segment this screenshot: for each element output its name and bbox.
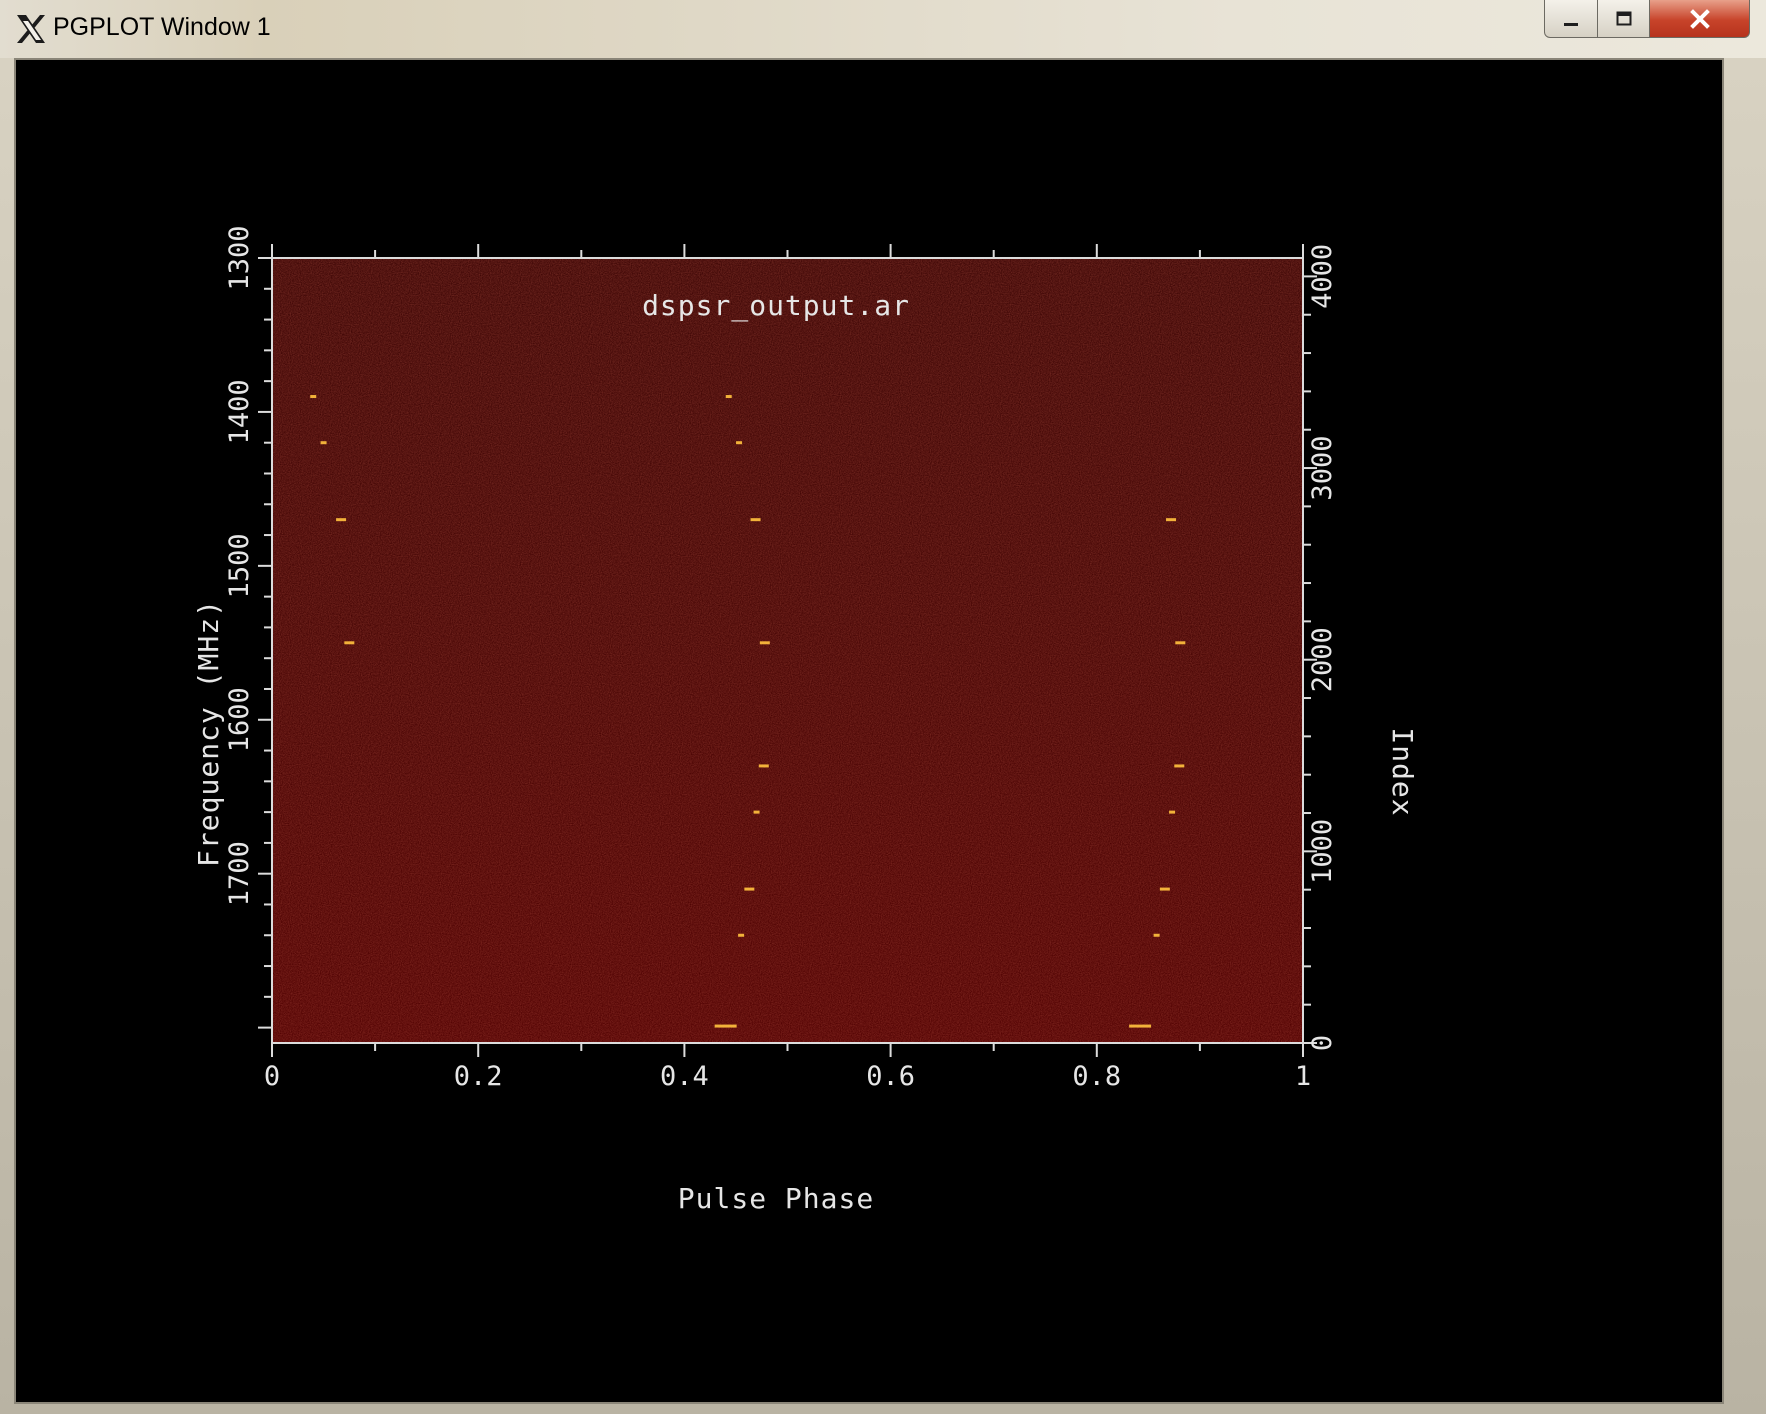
minimize-icon	[1564, 22, 1578, 26]
y-tick-label: 1500	[224, 533, 255, 598]
pulse-mark-3-2	[1175, 641, 1186, 645]
pulse-mark-7-0	[738, 933, 745, 937]
window-title: PGPLOT Window 1	[53, 13, 271, 41]
pulse-mark-6-0	[744, 887, 755, 891]
maximize-button[interactable]	[1598, 0, 1650, 38]
close-button[interactable]	[1650, 0, 1750, 38]
title-bar[interactable]: PGPLOT Window 1	[0, 0, 1766, 58]
close-icon	[1689, 8, 1710, 29]
y2-tick-label: 0	[1307, 1035, 1338, 1051]
pulse-mark-7-1	[1153, 933, 1160, 937]
pulse-mark-3-0	[344, 641, 355, 645]
x-tick-label: 1	[1295, 1061, 1311, 1092]
y2-tick-label: 2000	[1307, 627, 1338, 692]
plot-canvas[interactable]: 0 0.2 0.4 0.6 0.8 1 1300 1400 1500 1600 1700 0 1000 2…	[14, 58, 1724, 1404]
y-axis-label: Frequency (MHz)	[192, 599, 225, 867]
chart-title: dspsr_output.ar	[642, 289, 910, 323]
x-tick-label: 0.2	[454, 1061, 503, 1092]
x-tick-label: 0	[264, 1061, 280, 1092]
y-tick-label: 1300	[224, 225, 255, 290]
pulse-mark-5-1	[1169, 810, 1176, 814]
x11-icon	[17, 15, 45, 43]
pulse-mark-3-1	[759, 641, 770, 645]
x-axis-label: Pulse Phase	[678, 1182, 874, 1215]
y2-tick-label: 4000	[1307, 244, 1338, 309]
y2-tick-label: 3000	[1307, 436, 1338, 501]
pulse-mark-8-0	[714, 1024, 737, 1028]
window-controls	[1544, 0, 1750, 40]
heatmap-noise	[272, 258, 1303, 1043]
pulse-mark-2-1	[750, 518, 761, 522]
y-tick-label: 1700	[224, 841, 255, 906]
y2-tick-label: 1000	[1307, 819, 1338, 884]
pulse-mark-6-1	[1159, 887, 1170, 891]
x-tick-label: 0.6	[866, 1061, 915, 1092]
y2-axis-label: Index	[1386, 727, 1419, 816]
pulse-mark-0-1	[725, 395, 732, 399]
pulse-mark-2-0	[336, 518, 347, 522]
pulse-mark-2-2	[1166, 518, 1177, 522]
x-tick-label: 0.4	[660, 1061, 709, 1092]
y-tick-label: 1400	[224, 379, 255, 444]
pulse-mark-0-0	[310, 395, 317, 399]
dynamic-spectrum-plot: 0 0.2 0.4 0.6 0.8 1 1300 1400 1500 1600 1700 0 1000 2…	[192, 225, 1419, 1215]
pulse-mark-4-0	[758, 764, 769, 768]
pulse-mark-8-1	[1129, 1024, 1152, 1028]
y-tick-label: 1600	[224, 687, 255, 752]
minimize-button[interactable]	[1544, 0, 1598, 38]
pulse-mark-1-0	[320, 441, 327, 445]
pulse-mark-5-0	[753, 810, 760, 814]
pulse-mark-1-1	[736, 441, 743, 445]
x-tick-label: 0.8	[1072, 1061, 1121, 1092]
maximize-icon	[1616, 11, 1631, 25]
pulse-mark-4-1	[1174, 764, 1185, 768]
